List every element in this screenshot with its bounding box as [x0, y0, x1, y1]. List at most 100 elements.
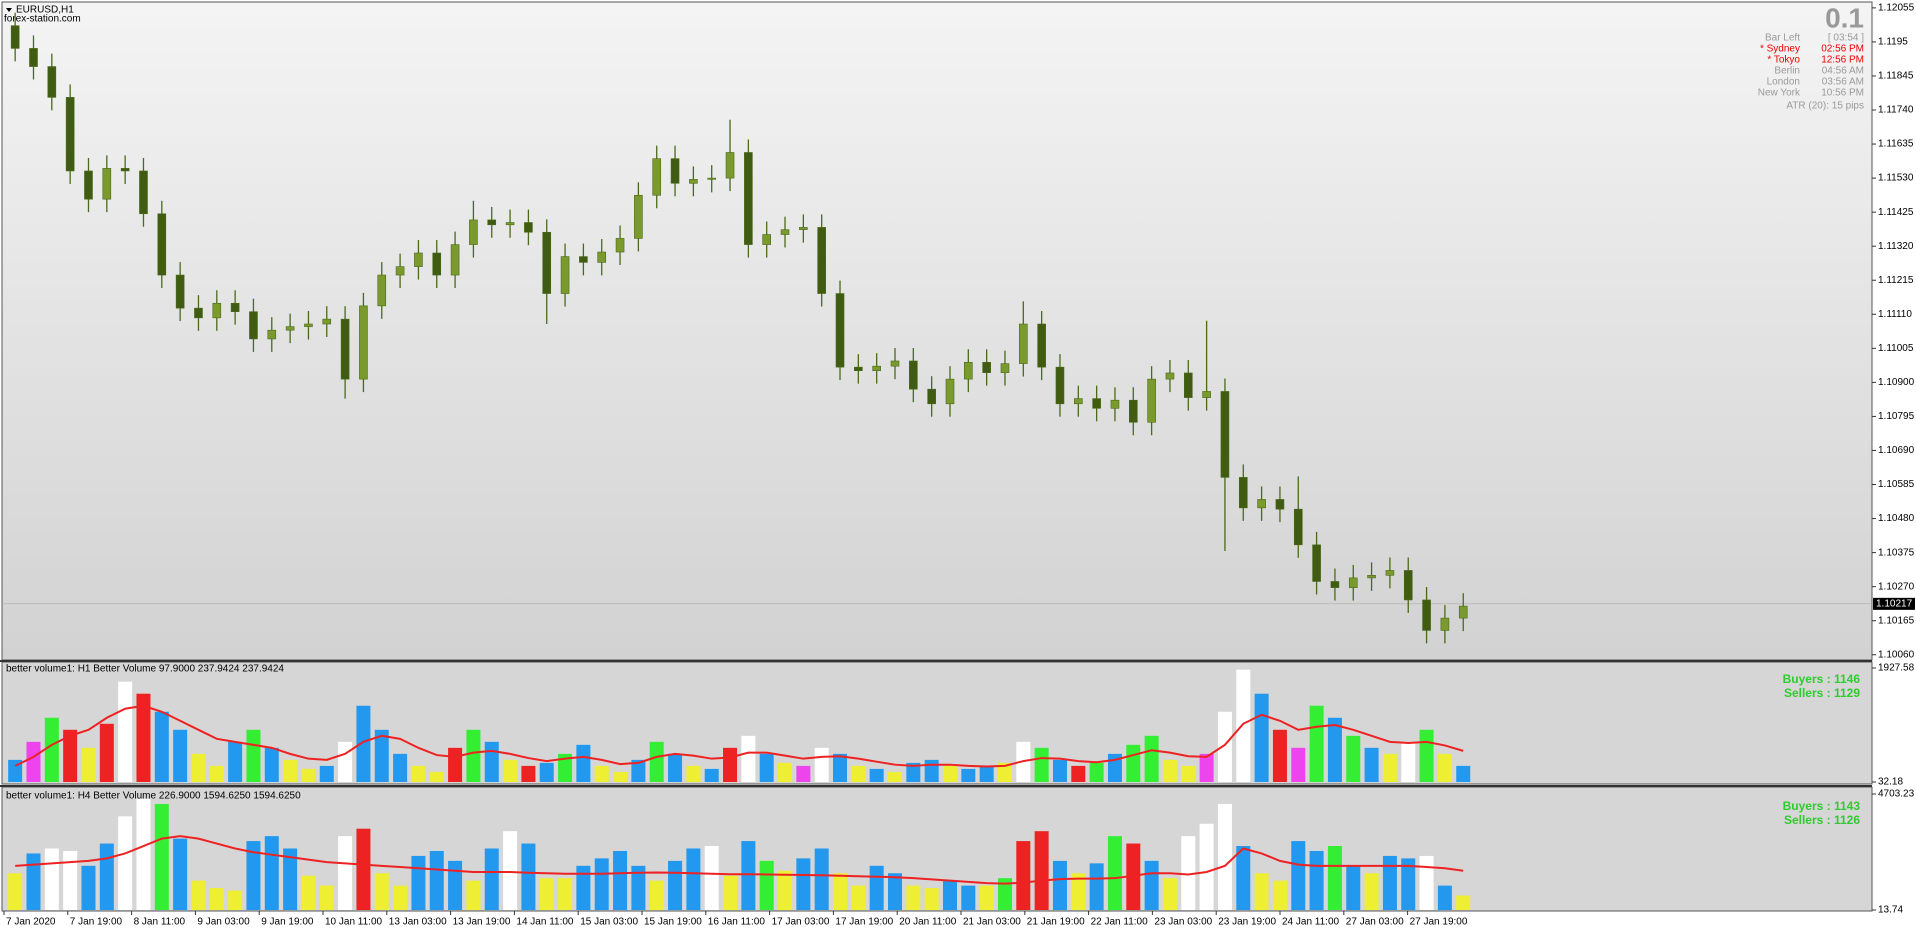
- candle-body: [102, 168, 112, 200]
- volume-bar: [558, 753, 573, 782]
- volume-bar: [99, 843, 114, 910]
- volume-bar: [301, 875, 316, 910]
- candle-body: [1037, 323, 1046, 368]
- volume-bar: [81, 865, 96, 910]
- volume-bar: [1309, 705, 1324, 782]
- x-tick-label: 13 Jan 19:00: [453, 917, 511, 928]
- candle-body: [689, 179, 698, 184]
- candle-body: [1367, 575, 1376, 579]
- volume-bar: [1162, 759, 1177, 782]
- volume-bar: [503, 759, 518, 782]
- volume-bar: [741, 735, 756, 782]
- volume-bar: [448, 860, 463, 910]
- candle-body: [579, 256, 588, 263]
- volume-bar: [411, 855, 426, 910]
- info-label: London: [1767, 77, 1800, 88]
- candle-body: [835, 293, 845, 368]
- volume-bar: [191, 880, 206, 910]
- candle-body: [1000, 363, 1010, 373]
- volume-bar: [484, 741, 499, 782]
- candle-body: [1055, 366, 1065, 405]
- x-tick-label: 14 Jan 11:00: [516, 917, 574, 928]
- candle-body: [1238, 477, 1248, 509]
- candle-body: [1128, 399, 1138, 423]
- volume-bar: [154, 711, 169, 782]
- volume-bar: [1291, 747, 1306, 782]
- volume-bar: [649, 741, 664, 782]
- candle-body: [909, 360, 918, 390]
- volume-bar: [1107, 836, 1122, 910]
- volume-bar: [997, 762, 1012, 782]
- volume-bar: [1364, 747, 1379, 782]
- volume-bar: [228, 741, 243, 782]
- volume-bar: [1034, 831, 1049, 910]
- candle-body: [1422, 599, 1431, 631]
- candle-body: [84, 170, 93, 200]
- volume-bar: [961, 768, 976, 782]
- volume-bar: [1236, 846, 1251, 910]
- y-tick-label: 1.11005: [1878, 343, 1914, 354]
- volume-bar: [576, 865, 591, 910]
- dropdown-arrow[interactable]: [6, 8, 12, 12]
- candle-body: [65, 97, 75, 172]
- volume-bar: [63, 729, 78, 782]
- volume-bar: [539, 878, 554, 910]
- x-tick-label: 17 Jan 03:00: [772, 917, 830, 928]
- x-tick-label: 10 Jan 11:00: [325, 917, 383, 928]
- candle-body: [267, 329, 277, 340]
- candle-body: [1110, 399, 1120, 409]
- volume-bar: [429, 771, 444, 782]
- volume-bar: [374, 873, 389, 910]
- x-tick-label: 7 Jan 2020: [6, 917, 56, 928]
- x-tick-label: 27 Jan 03:00: [1346, 917, 1404, 928]
- volume-bar: [631, 759, 646, 782]
- volume-bar: [466, 729, 481, 782]
- volume-bar: [1052, 759, 1067, 782]
- y-tick-label: 1.11215: [1878, 275, 1914, 286]
- volume-bar: [668, 860, 683, 910]
- volume-bar: [539, 762, 554, 782]
- volume-bar: [1199, 753, 1214, 782]
- x-tick-label: 21 Jan 03:00: [963, 917, 1021, 928]
- candle-body: [194, 307, 203, 319]
- volume-bar: [649, 880, 664, 910]
- volume-bar: [1052, 860, 1067, 910]
- y-tick-label: 1.11110: [1878, 309, 1912, 320]
- candle-body: [505, 222, 515, 226]
- candle-body: [230, 302, 240, 312]
- volume-bar: [319, 765, 334, 782]
- volume-bar: [228, 890, 243, 910]
- indicator-title: better volume1: H4 Better Volume 226.900…: [6, 791, 301, 802]
- y-tick-label: 1.10690: [1878, 445, 1915, 456]
- volume-bar: [759, 860, 774, 910]
- volume-bar: [338, 741, 353, 782]
- volume-bar: [668, 753, 683, 782]
- candle-body: [10, 25, 20, 49]
- sellers: Sellers : 1126: [1784, 813, 1860, 827]
- candle-body: [469, 219, 478, 245]
- volume-bar: [613, 850, 628, 910]
- candle-body: [1147, 378, 1156, 423]
- price-panel: [1, 1, 1873, 661]
- y-tick-label: 1.10795: [1878, 411, 1915, 422]
- candle-body: [377, 274, 387, 307]
- volume-bar: [576, 744, 591, 782]
- candle-body: [212, 302, 222, 319]
- candle-body: [1312, 544, 1321, 582]
- candle-body: [432, 252, 442, 276]
- atr: ATR (20): 15 pips: [1786, 101, 1864, 112]
- volume-bar: [136, 799, 151, 910]
- volume-bar: [8, 759, 23, 782]
- candle-body: [945, 378, 955, 405]
- x-tick-label: 9 Jan 19:00: [261, 917, 314, 928]
- volume-bar: [246, 841, 261, 910]
- y-tick-label: 1.12055: [1878, 3, 1915, 14]
- volume-bar: [814, 747, 829, 782]
- volume-bar: [558, 878, 573, 910]
- volume-bar: [869, 865, 884, 910]
- x-tick-label: 22 Jan 11:00: [1091, 917, 1149, 928]
- volume-bar: [503, 831, 518, 910]
- volume-bar: [1217, 711, 1232, 782]
- volume-bar: [979, 765, 994, 782]
